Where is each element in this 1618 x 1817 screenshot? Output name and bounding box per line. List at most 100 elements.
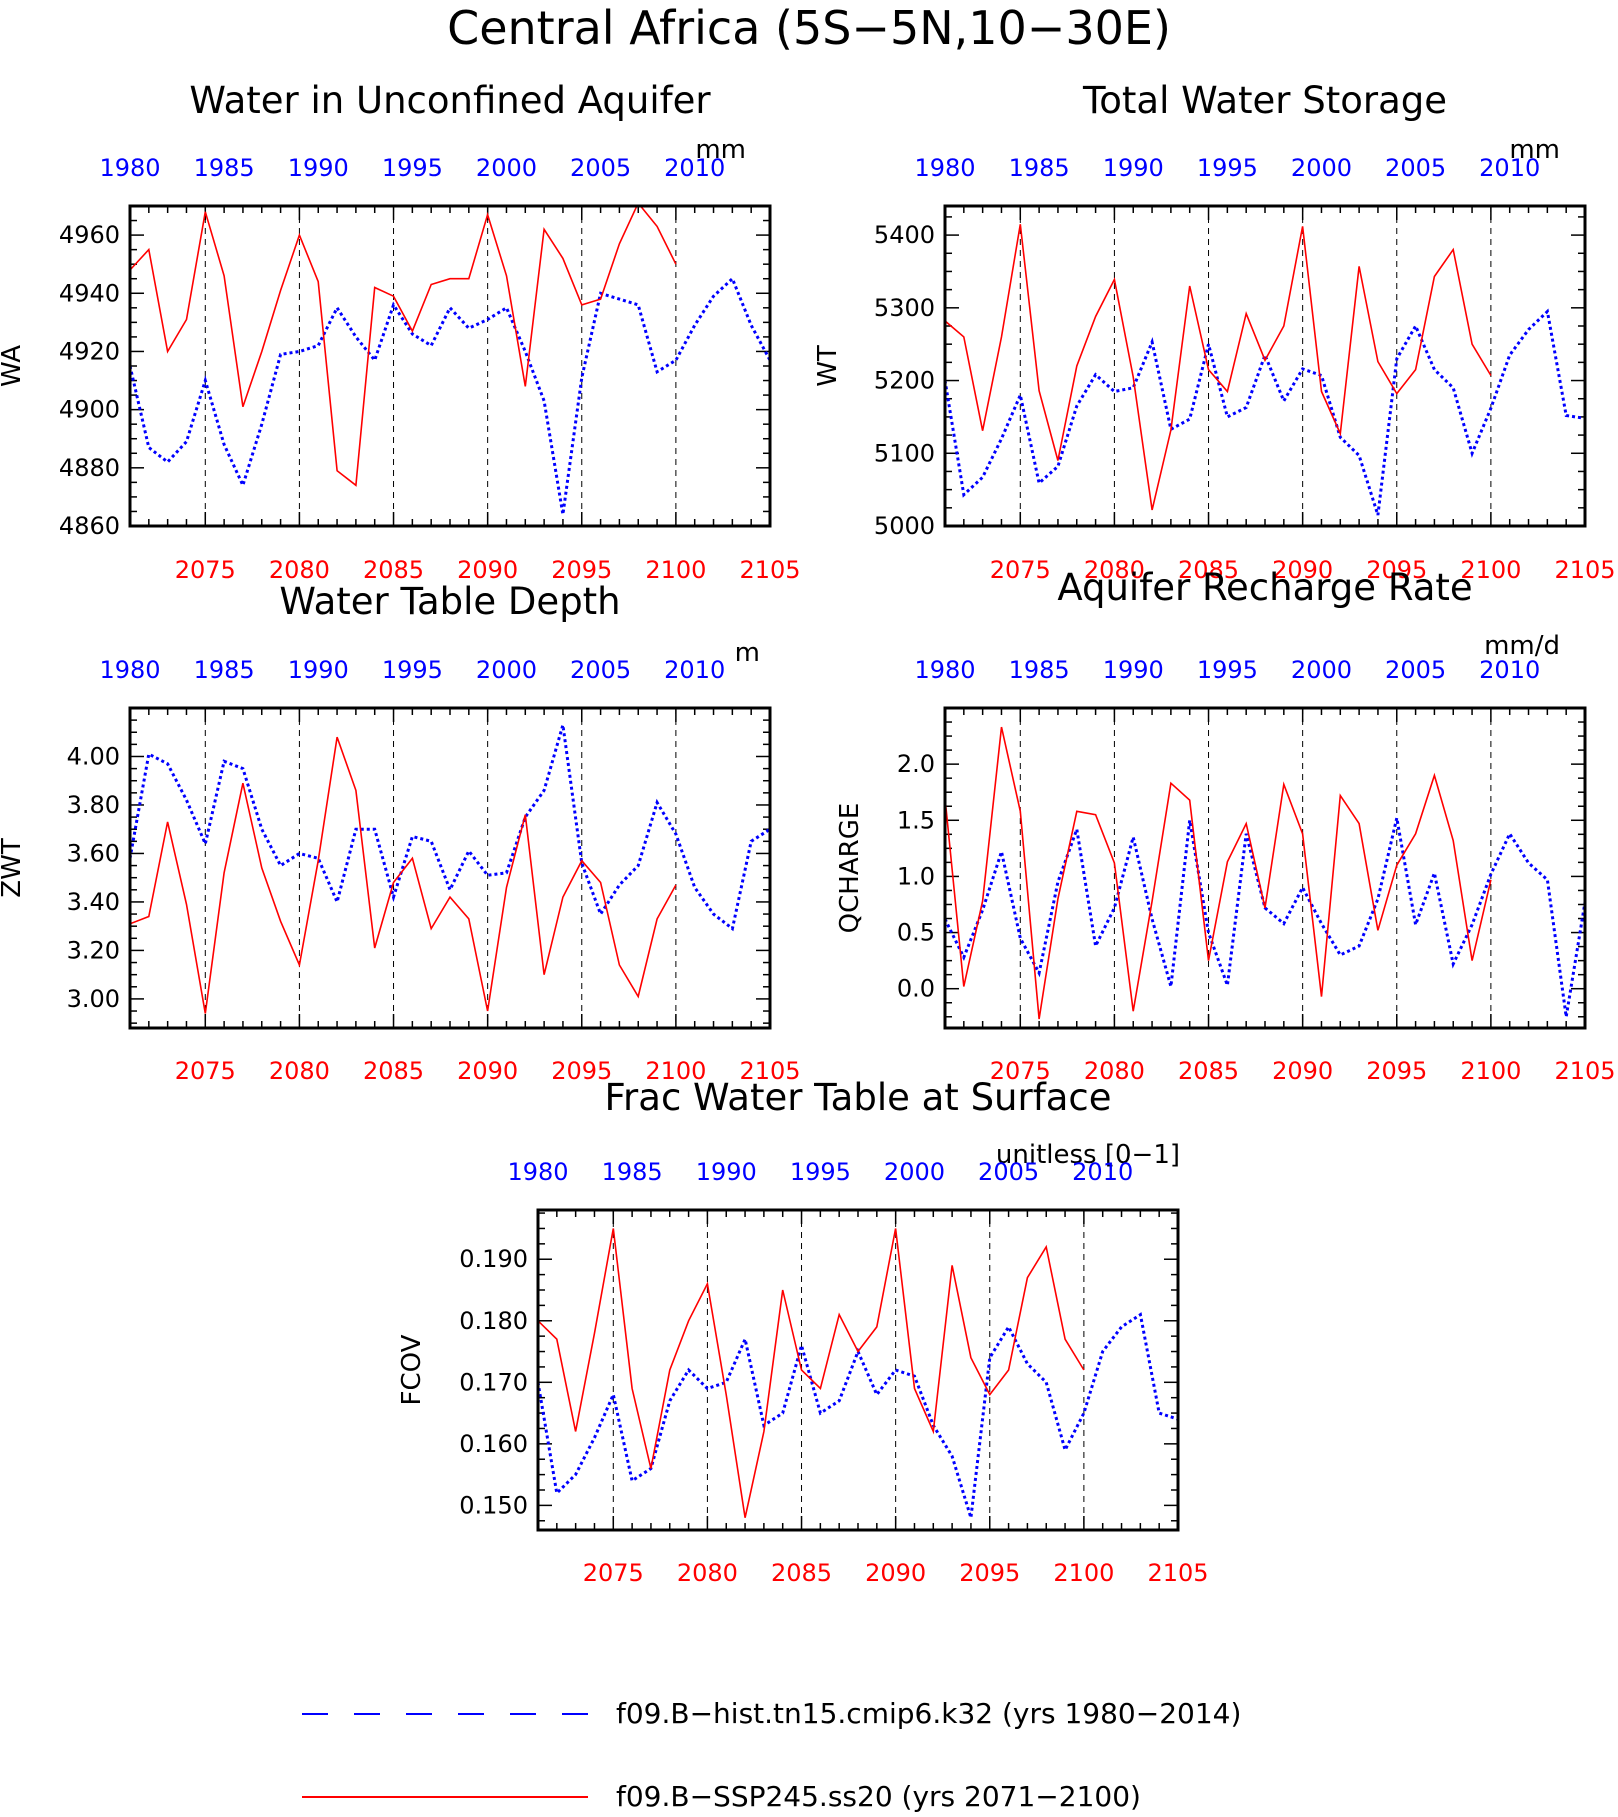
x-tick-label: 2075 [990, 1057, 1051, 1085]
x-tick-label: 2085 [363, 1057, 424, 1085]
panel-title: Aquifer Recharge Rate [1057, 566, 1472, 609]
y-tick-label: 0.160 [459, 1430, 528, 1458]
x-tick-label-top: 2000 [1291, 154, 1352, 182]
units-label: mm [1509, 135, 1560, 165]
x-tick-label-top: 1995 [790, 1158, 851, 1186]
panel-title: Frac Water Table at Surface [604, 1076, 1111, 1119]
x-tick-label: 2085 [1178, 1057, 1239, 1085]
y-tick-label: 4960 [59, 221, 120, 249]
x-tick-label: 2090 [865, 1559, 926, 1587]
y-tick-label: 0.190 [459, 1245, 528, 1273]
x-tick-label: 2100 [645, 1057, 706, 1085]
y-tick-label: 4940 [59, 279, 120, 307]
y-tick-label: 5300 [874, 294, 935, 322]
panel-fcov: Frac Water Table at Surface unitless [0−1… [397, 1076, 1209, 1587]
x-tick-label: 2095 [551, 556, 612, 584]
x-tick-label: 2080 [1084, 1057, 1145, 1085]
x-tick-label: 2100 [645, 556, 706, 584]
y-tick-label: 0.5 [897, 919, 935, 947]
x-tick-label: 2095 [551, 1057, 612, 1085]
x-tick-label-top: 2000 [884, 1158, 945, 1186]
x-tick-label-top: 2005 [570, 154, 631, 182]
series-line-ssp [130, 206, 677, 487]
panels: Water in Unconfined Aquifer mm WA 2075 2080 2… [0, 79, 1616, 1587]
legend-hist-label: f09.B−hist.tn15.cmip6.k32 (yrs 1980−2014… [616, 1697, 1241, 1730]
x-tick-label: 2075 [990, 556, 1051, 584]
legend-ssp-label: f09.B−SSP245.ss20 (yrs 2071−2100) [616, 1780, 1141, 1813]
x-tick-label: 2100 [1053, 1559, 1114, 1587]
x-tick-label: 2095 [1366, 556, 1427, 584]
units-label: mm/d [1484, 631, 1560, 661]
x-tick-label-top: 1995 [1197, 656, 1258, 684]
x-tick-label-top: 2010 [1072, 1158, 1133, 1186]
x-tick-label: 2095 [959, 1559, 1020, 1587]
series-line-ssp [945, 726, 1492, 1020]
y-tick-label: 5000 [874, 512, 935, 540]
panel-title: Water Table Depth [279, 580, 620, 623]
units-label: m [735, 638, 760, 668]
y-axis-label: QCHARGE [835, 803, 865, 934]
x-tick-label-top: 2000 [476, 656, 537, 684]
x-tick-label: 2105 [739, 1057, 800, 1085]
x-tick-label: 2100 [1460, 556, 1521, 584]
x-tick-label-top: 1985 [194, 154, 255, 182]
figure-title: Central Africa (5S−5N,10−30E) [447, 1, 1171, 55]
x-tick-label-top: 2010 [664, 154, 725, 182]
units-label: unitless [0−1] [996, 1140, 1180, 1170]
y-tick-label: 0.180 [459, 1307, 528, 1335]
y-axis-label: WA [0, 345, 27, 387]
plot-frame [128, 706, 772, 1030]
y-tick-label: 4900 [59, 396, 120, 424]
x-tick-label: 2080 [269, 556, 330, 584]
x-tick-label-top: 1980 [914, 656, 975, 684]
x-tick-label-top: 2000 [1291, 656, 1352, 684]
plot-frame [943, 204, 1587, 528]
y-axis-label: FCOV [397, 1334, 427, 1405]
y-tick-label: 4880 [59, 454, 120, 482]
x-tick-label: 2095 [1366, 1057, 1427, 1085]
legend: f09.B−hist.tn15.cmip6.k32 (yrs 1980−2014… [302, 1697, 1241, 1813]
x-tick-label: 2075 [583, 1559, 644, 1587]
y-tick-label: 1.0 [897, 862, 935, 890]
x-tick-label-top: 1985 [1009, 656, 1070, 684]
panel-wa: Water in Unconfined Aquifer mm WA 2075 2080 2… [0, 79, 801, 584]
panel-title: Water in Unconfined Aquifer [189, 79, 711, 122]
y-tick-label: 3.80 [67, 791, 120, 819]
x-tick-label-top: 1985 [1009, 154, 1070, 182]
x-tick-label: 2090 [1272, 556, 1333, 584]
x-tick-label-top: 1985 [602, 1158, 663, 1186]
x-tick-label: 2090 [457, 556, 518, 584]
series-line-ssp [945, 224, 1492, 511]
x-tick-label: 2105 [1147, 1559, 1208, 1587]
y-tick-label: 3.20 [67, 936, 120, 964]
series-line-ssp [130, 736, 677, 1014]
y-tick-label: 4860 [59, 512, 120, 540]
y-tick-label: 3.40 [67, 888, 120, 916]
x-tick-label-top: 1990 [288, 656, 349, 684]
y-tick-label: 3.00 [67, 985, 120, 1013]
plot-frame [536, 1208, 1180, 1532]
series-line-hist [945, 308, 1585, 516]
panel-zwt: Water Table Depth m ZWT 2075 2080 2085 2090 209… [0, 580, 801, 1085]
x-tick-label-top: 1985 [194, 656, 255, 684]
series-line-hist [538, 1312, 1178, 1519]
x-tick-label-top: 1990 [1103, 656, 1164, 684]
x-tick-label: 2085 [363, 556, 424, 584]
y-tick-label: 4.00 [67, 742, 120, 770]
y-tick-label: 1.5 [897, 806, 935, 834]
plot-frame [128, 204, 772, 528]
series-line-ssp [538, 1228, 1085, 1518]
panel-title: Total Water Storage [1082, 79, 1447, 122]
y-tick-label: 5400 [874, 221, 935, 249]
x-tick-label-top: 1980 [914, 154, 975, 182]
x-tick-label-top: 2005 [1385, 656, 1446, 684]
x-tick-label-top: 2010 [1479, 656, 1540, 684]
x-tick-label: 2075 [175, 556, 236, 584]
x-tick-label-top: 1995 [382, 656, 443, 684]
x-tick-label: 2090 [457, 1057, 518, 1085]
x-tick-label: 2085 [1178, 556, 1239, 584]
series-line-hist [130, 276, 770, 515]
x-tick-label-top: 1995 [382, 154, 443, 182]
x-tick-label-top: 1990 [288, 154, 349, 182]
